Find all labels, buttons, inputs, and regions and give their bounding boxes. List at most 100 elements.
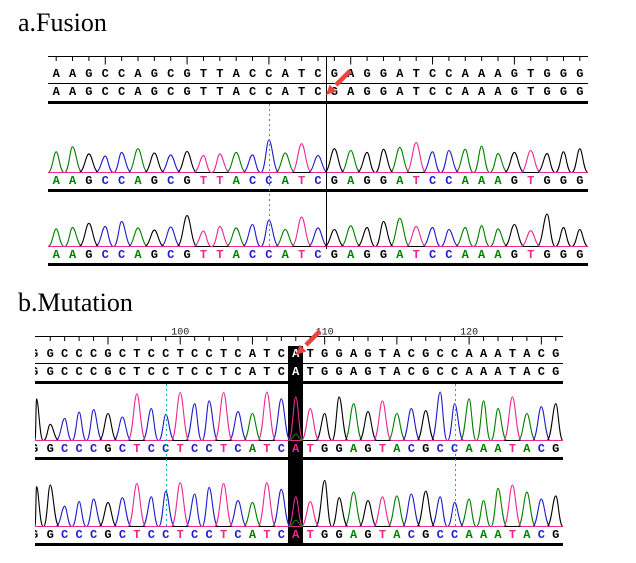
base-cell: A <box>494 248 502 262</box>
base-cell: A <box>281 67 289 81</box>
base-cell: C <box>428 67 437 81</box>
base-cell: A <box>232 174 240 188</box>
base-cell: C <box>314 67 322 81</box>
base-cell: A <box>52 85 60 99</box>
base-cell: A <box>494 85 502 99</box>
base-cell: T <box>527 174 535 188</box>
base-cell: A <box>347 67 355 81</box>
base-cell: A <box>292 528 300 542</box>
base-cell: C <box>75 347 83 361</box>
base-cell: A <box>248 442 257 456</box>
base-cell: T <box>306 528 314 542</box>
base-cell: A <box>478 67 486 81</box>
base-cell: C <box>451 528 459 542</box>
base-cell: G <box>576 85 584 99</box>
base-cell: T <box>378 347 387 361</box>
base-cell: C <box>75 442 83 456</box>
base-cell: G <box>330 174 338 188</box>
base-cell: A <box>478 85 486 99</box>
base-cell: A <box>479 528 488 542</box>
base-cell: A <box>52 67 60 81</box>
base-cell: C <box>205 528 213 542</box>
base-cell: G <box>321 442 329 456</box>
base-cell: C <box>265 67 273 81</box>
base-cell: C <box>167 67 175 81</box>
base-cell: G <box>363 85 371 99</box>
base-cell: T <box>216 248 224 262</box>
base-cell: G <box>510 85 518 99</box>
panel-a-title: a.Fusion <box>18 8 107 37</box>
base-cell: G <box>543 248 551 262</box>
base-cell: A <box>281 248 289 262</box>
base-cell: T <box>527 67 535 81</box>
thick-baseline <box>48 263 588 266</box>
base-cell: T <box>216 174 224 188</box>
base-cell: C <box>537 347 545 361</box>
ruler-label: 100 <box>171 328 189 339</box>
base-cell: G <box>335 442 343 456</box>
base-cell: C <box>277 347 285 361</box>
dotted-position-line <box>165 384 167 528</box>
red-arrow-icon <box>326 69 352 95</box>
base-cell: G <box>104 365 112 379</box>
base-cell: C <box>234 365 242 379</box>
spacer <box>48 192 588 208</box>
base-cell: G <box>150 85 158 99</box>
base-cell: G <box>335 347 343 361</box>
base-cell: T <box>508 365 517 379</box>
base-cell: G <box>363 174 371 188</box>
base-cell: C <box>537 365 545 379</box>
base-cell: A <box>494 347 502 361</box>
base-cell: C <box>261 174 277 189</box>
base-cell: A <box>393 365 401 379</box>
base-cell: T <box>298 248 306 262</box>
base-cell: A <box>52 174 60 188</box>
mutation-sequence-block: 100110120GGCCCGCTCCTCCTCATCATGGAGTACGCCA… <box>35 326 563 546</box>
base-cell: T <box>219 347 228 361</box>
base-cell: A <box>232 67 240 81</box>
base-cell: G <box>85 85 93 99</box>
base-cell: G <box>104 347 112 361</box>
base-cell: G <box>335 365 343 379</box>
base-cell: G <box>543 174 551 188</box>
base-cell: C <box>277 528 285 542</box>
base-cell: T <box>176 442 184 456</box>
base-cell: A <box>523 442 531 456</box>
base-cell: G <box>510 67 518 81</box>
base-cell: T <box>306 442 314 456</box>
base-cell: C <box>248 248 257 262</box>
base-cell: A <box>134 174 142 188</box>
base-cell: G <box>559 174 568 188</box>
base-cell: T <box>306 347 314 361</box>
base-cell: C <box>147 347 155 361</box>
base-cell: G <box>543 67 551 81</box>
base-cell: C <box>277 365 285 379</box>
base-cell: T <box>176 528 184 542</box>
base-cell: A <box>248 528 257 542</box>
base-cell: A <box>393 442 401 456</box>
base-cell: A <box>494 528 502 542</box>
base-cell: C <box>75 528 83 542</box>
base-cell: C <box>118 442 127 456</box>
fusion-junction-line <box>326 56 328 249</box>
base-cell: A <box>461 85 469 99</box>
base-cell: G <box>321 347 329 361</box>
mutation-highlight-column <box>288 346 304 546</box>
base-cell: G <box>363 67 371 81</box>
base-cell: C <box>428 85 437 99</box>
base-cell: A <box>347 85 355 99</box>
base-cell: C <box>407 528 415 542</box>
base-cell: C <box>101 248 109 262</box>
spacer <box>48 104 588 134</box>
base-cell: G <box>364 347 372 361</box>
base-cell: C <box>101 174 109 188</box>
base-cell: A <box>479 365 488 379</box>
base-cell: T <box>263 365 271 379</box>
base-cell: C <box>451 347 459 361</box>
base-cell: C <box>447 442 461 457</box>
base-cell-clipped: G <box>35 346 43 363</box>
base-cell: T <box>219 365 228 379</box>
base-cell: C <box>101 67 109 81</box>
base-cell: T <box>412 174 420 188</box>
base-cell: C <box>162 528 170 542</box>
